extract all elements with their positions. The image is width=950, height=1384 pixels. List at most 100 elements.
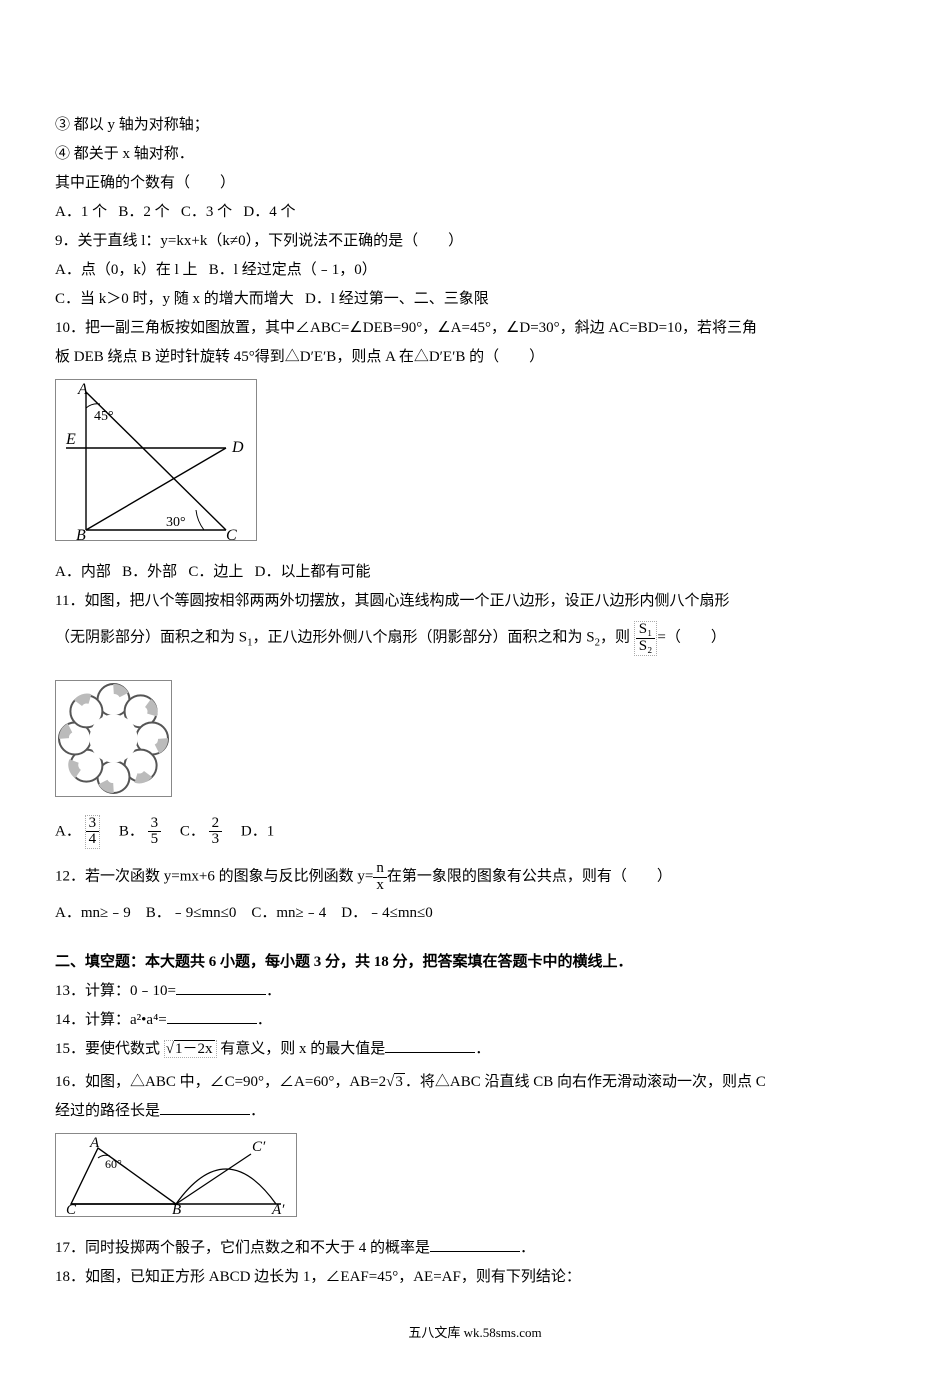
q11-tail: =（ ） xyxy=(657,630,725,646)
q11-frac-den: S₂ xyxy=(636,638,656,655)
q10-stem2: 板 DEB 绕点 B 逆时针旋转 45°得到△D′E′B，则点 A 在△D′E′… xyxy=(55,344,895,371)
q10-labB: B xyxy=(76,527,86,540)
q15-stem-a: 15．要使代数式 xyxy=(55,1041,160,1057)
q15-tail: ． xyxy=(475,1041,490,1057)
section-II-title: 二、填空题：本大题共 6 小题，每小题 3 分，共 18 分，把答案填在答题卡中… xyxy=(55,949,895,976)
q17-blank xyxy=(430,1235,520,1252)
q10-labC: C xyxy=(226,527,237,540)
q10-ang30: 30° xyxy=(166,515,186,530)
q16-tail: ． xyxy=(250,1103,265,1119)
q16-labB: B xyxy=(172,1202,181,1216)
q14-stem: 14．计算：a²•a⁴= xyxy=(55,1012,167,1028)
q11-stem2a: （无阴影部分）面积之和为 S xyxy=(55,630,247,646)
q10-options: A．内部 B．外部 C．边上 D．以上都有可能 xyxy=(55,559,895,586)
q12-optD: D．﹣4≤mn≤0 xyxy=(341,905,432,921)
q15: 15．要使代数式 √1－2x 有意义，则 x 的最大值是 ． xyxy=(55,1036,895,1063)
q14: 14．计算：a²•a⁴= ． xyxy=(55,1007,895,1034)
q16-labA: A xyxy=(89,1135,100,1151)
q15-radical: √1－2x xyxy=(164,1040,217,1058)
q10-optD: D．以上都有可能 xyxy=(255,564,371,580)
q11-ring xyxy=(59,684,168,793)
q9-optD: D．l 经过第一、二、三象限 xyxy=(305,291,489,307)
q13: 13．计算：0﹣10=． xyxy=(55,978,895,1005)
q11-optD: D．1 xyxy=(241,823,274,839)
q9-optsAB: A．点（0，k）在 l 上 B．l 经过定点（﹣1，0） xyxy=(55,257,895,284)
q16-line2: 经过的路径长是． xyxy=(55,1098,895,1125)
q15-stem-b: 有意义，则 x 的最大值是 xyxy=(220,1041,385,1057)
q8-optD: D．4 个 xyxy=(243,204,295,220)
q10-optB: B．外部 xyxy=(122,564,177,580)
q15-rad-inner: 1－2x xyxy=(174,1040,215,1057)
q11-optA-label: A． xyxy=(55,823,81,839)
q11-diagram xyxy=(55,680,172,797)
q12-stem: 12．若一次函数 y=mx+6 的图象与反比例函数 y= n x 在第一象限的图… xyxy=(55,861,895,894)
q10-stem1: 10．把一副三角板按如图放置，其中∠ABC=∠DEB=90°，∠A=45°，∠D… xyxy=(55,315,895,342)
q12-stem-a: 12．若一次函数 y=mx+6 的图象与反比例函数 y= xyxy=(55,869,373,885)
q11-stem2b: ，正八边形外侧八个扇形（阴影部分）面积之和为 S xyxy=(253,630,595,646)
q11-options: A． 3 4 B． 3 5 C． 2 3 D．1 xyxy=(55,815,895,850)
q17-stem: 17．同时投掷两个骰子，它们点数之和不大于 4 的概率是 xyxy=(55,1240,430,1256)
q10-labA: A xyxy=(77,381,88,398)
q12-frac-num: n xyxy=(373,861,387,877)
q16-diagram: A C′ C B A′ 60° xyxy=(55,1133,297,1217)
q16-stem-a: 16．如图，△ABC 中，∠C=90°，∠A=60°，AB=2 xyxy=(55,1074,386,1090)
q12-frac: n x xyxy=(373,861,387,894)
q16-stem-b: ．将△ABC 沿直线 CB 向右作无滑动滚动一次，则点 C xyxy=(405,1074,766,1090)
q11-optA-den: 4 xyxy=(86,831,100,848)
q8-options: A．1 个 B．2 个 C．3 个 D．4 个 xyxy=(55,199,895,226)
q18: 18．如图，已知正方形 ABCD 边长为 1，∠EAF=45°，AE=AF，则有… xyxy=(55,1264,895,1291)
q16-blank xyxy=(160,1098,250,1115)
q12-optC: C．mn≥﹣4 xyxy=(251,905,326,921)
q9-optsCD: C．当 k＞0 时，y 随 x 的增大而增大 D．l 经过第一、二、三象限 xyxy=(55,286,895,313)
q16-line1: 16．如图，△ABC 中，∠C=90°，∠A=60°，AB=2√3．将△ABC … xyxy=(55,1069,895,1096)
q12-stem-b: 在第一象限的图象有公共点，则有（ ） xyxy=(387,869,672,885)
q16-rad3: 3 xyxy=(394,1073,405,1090)
q16-ang60: 60° xyxy=(105,1157,122,1171)
q16-radical: √3 xyxy=(386,1073,405,1090)
q12-optA: A．mn≥﹣9 xyxy=(55,905,131,921)
q11-svg xyxy=(56,681,171,796)
q11-frac: S₁ S₂ xyxy=(634,621,658,656)
q10-ang45: 45° xyxy=(94,409,114,424)
q9-stem: 9．关于直线 l：y=kx+k（k≠0），下列说法不正确的是（ ） xyxy=(55,228,895,255)
q11-optC-frac: 2 3 xyxy=(209,816,223,849)
q11-optB-den: 5 xyxy=(148,831,162,848)
q10-labE: E xyxy=(65,431,76,448)
q12-frac-den: x xyxy=(373,877,387,894)
q10-labD: D xyxy=(231,439,244,456)
q11-optB-frac: 3 5 xyxy=(148,816,162,849)
q13-stem: 13．计算：0﹣10= xyxy=(55,983,176,999)
page-footer: 五八文库 wk.58sms.com xyxy=(55,1321,895,1344)
q10-optA: A．内部 xyxy=(55,564,111,580)
q11-optC-den: 3 xyxy=(209,831,223,848)
q11-frac-num: S₁ xyxy=(636,622,656,638)
q13-blank xyxy=(176,978,266,995)
q11-optC-num: 2 xyxy=(209,816,223,832)
q10-diagram: A E D B C 45° 30° xyxy=(55,379,257,541)
q8-optA: A．1 个 xyxy=(55,204,107,220)
q12-options: A．mn≥﹣9 B．﹣9≤mn≤0 C．mn≥﹣4 D．﹣4≤mn≤0 xyxy=(55,900,895,927)
q9-optA: A．点（0，k）在 l 上 xyxy=(55,262,198,278)
q15-blank xyxy=(385,1036,475,1053)
q10-svg: A E D B C 45° 30° xyxy=(56,380,256,540)
q10-optC: C．边上 xyxy=(188,564,243,580)
q8-optC: C．3 个 xyxy=(181,204,232,220)
q17-tail: ． xyxy=(520,1240,535,1256)
q11-optA-frac: 3 4 xyxy=(85,815,101,850)
q16-labAp: A′ xyxy=(271,1202,285,1216)
q16-svg: A C′ C B A′ 60° xyxy=(56,1134,296,1216)
q8-stmt3: ③ 都以 y 轴为对称轴； xyxy=(55,112,895,139)
q17: 17．同时投掷两个骰子，它们点数之和不大于 4 的概率是 ． xyxy=(55,1235,895,1262)
q16-labC: C xyxy=(66,1202,77,1216)
q14-tail: ． xyxy=(257,1012,272,1028)
q9-optB: B．l 经过定点（﹣1，0） xyxy=(209,262,377,278)
q9-optC: C．当 k＞0 时，y 随 x 的增大而增大 xyxy=(55,291,294,307)
q16-labCp: C′ xyxy=(252,1139,266,1155)
q11-optB-num: 3 xyxy=(148,816,162,832)
q8-stmt4: ④ 都关于 x 轴对称． xyxy=(55,141,895,168)
q11-stem1: 11．如图，把八个等圆按相邻两两外切摆放，其圆心连线构成一个正八边形，设正八边形… xyxy=(55,588,895,615)
q12-optB: B．﹣9≤mn≤0 xyxy=(146,905,237,921)
q11-optA-num: 3 xyxy=(86,816,100,832)
q14-blank xyxy=(167,1007,257,1024)
q8-prompt: 其中正确的个数有（ ） xyxy=(55,170,895,197)
